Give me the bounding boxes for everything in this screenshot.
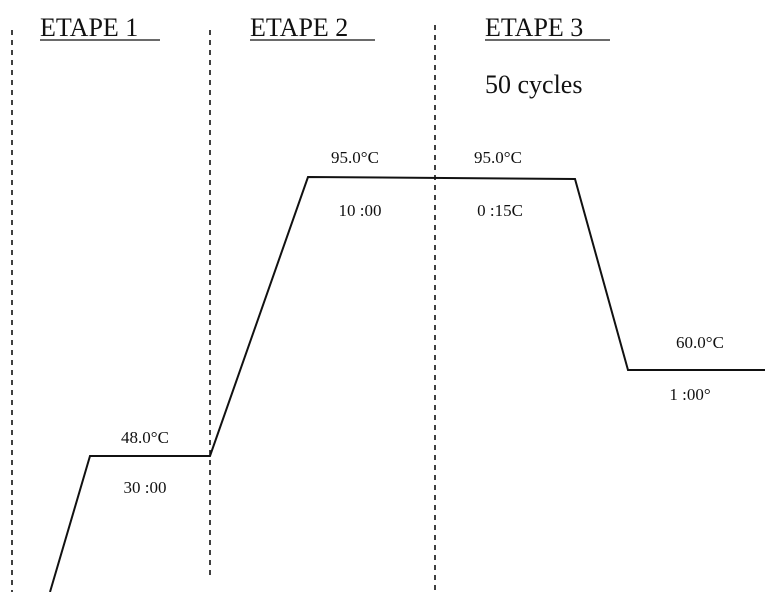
temperature-label: 60.0°C [676, 333, 724, 352]
cycle-count: 50 cycles [485, 70, 582, 99]
time-label: 30 :00 [124, 478, 167, 497]
temperature-label: 95.0°C [474, 148, 522, 167]
stage-title: ETAPE 2 [250, 13, 348, 42]
stage-title: ETAPE 3 [485, 13, 583, 42]
temperature-label: 95.0°C [331, 148, 379, 167]
time-label: 1 :00° [669, 385, 710, 404]
time-label: 0 :15C [477, 201, 523, 220]
stage-title: ETAPE 1 [40, 13, 138, 42]
temperature-profile [49, 175, 765, 592]
temperature-label: 48.0°C [121, 428, 169, 447]
time-label: 10 :00 [339, 201, 382, 220]
